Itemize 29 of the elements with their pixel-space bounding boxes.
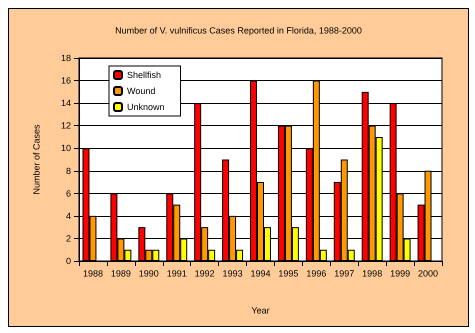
legend-label: Wound: [127, 86, 156, 96]
x-tick-label: 2000: [418, 268, 438, 278]
y-tick-label: 12: [60, 120, 71, 131]
y-tick-label: 16: [60, 76, 71, 86]
x-tick-label: 1995: [278, 268, 298, 278]
x-tick-label: 1990: [138, 268, 159, 278]
y-tick-label: 14: [60, 98, 71, 108]
y-tick-label: 4: [66, 210, 71, 221]
y-axis-title: Number of Cases: [32, 124, 42, 195]
y-tick-label: 2: [66, 233, 71, 244]
x-tick-label: 1997: [334, 268, 354, 278]
x-tick-label: 1994: [250, 268, 271, 278]
x-tick-label: 1999: [390, 268, 410, 278]
y-tick-label: 0: [66, 256, 71, 266]
x-tick-label: 1991: [166, 268, 187, 278]
y-tick-label: 10: [60, 143, 71, 154]
x-tick-label: 1992: [194, 268, 215, 278]
y-tick-label: 18: [60, 53, 71, 63]
chart-title: Number of V. vulnificus Cases Reported in Florida, 1988-2000: [115, 26, 362, 36]
x-axis-title: Year: [251, 306, 270, 316]
legend-label: Shellfish: [127, 70, 162, 80]
legend-label: Unknown: [127, 102, 165, 112]
x-tick-label: 1998: [362, 268, 382, 278]
x-tick-label: 1989: [110, 268, 131, 278]
x-tick-label: 1996: [306, 268, 326, 278]
y-tick-label: 8: [66, 166, 71, 176]
y-tick-label: 6: [66, 188, 71, 198]
x-tick-label: 1988: [82, 268, 103, 278]
x-tick-label: 1993: [222, 268, 243, 278]
